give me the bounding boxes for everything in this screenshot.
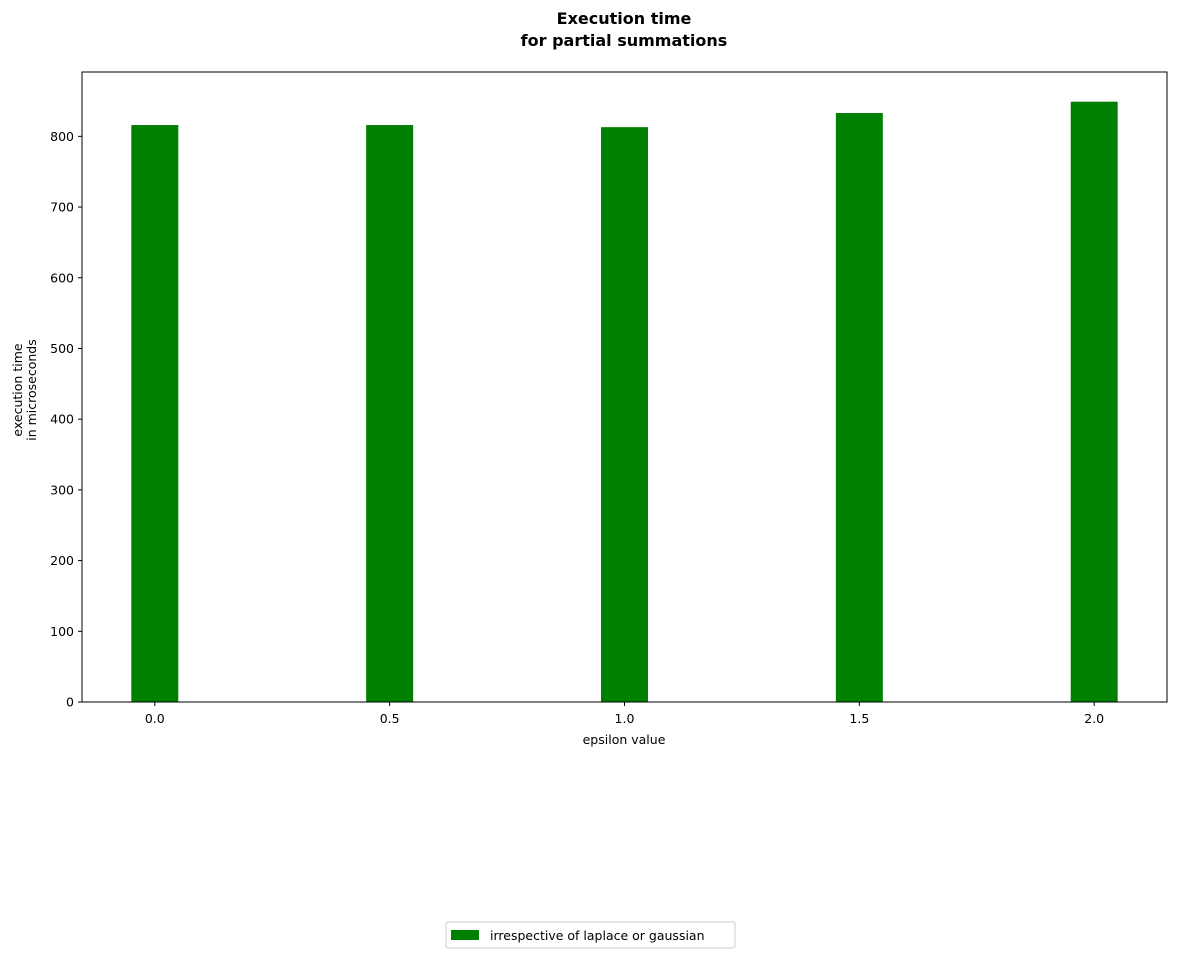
x-tick-label: 1.5 (849, 711, 869, 726)
legend: irrespective of laplace or gaussian (445, 921, 736, 949)
bar-1.5 (835, 113, 883, 702)
x-axis-label: epsilon value (583, 732, 666, 747)
y-tick-label: 700 (50, 200, 74, 215)
x-tick-label: 2.0 (1084, 711, 1104, 726)
y-axis-label: execution time in microseconds (10, 339, 39, 441)
y-tick-label: 600 (50, 270, 74, 285)
chart-title: Execution time for partial summations (521, 9, 728, 50)
y-tick-label: 300 (50, 482, 74, 497)
y-tick-label: 0 (66, 695, 74, 710)
y-axis: 0 100 200 300 400 500 600 700 800 (50, 129, 82, 710)
bar-1.0 (601, 127, 648, 703)
y-tick-label: 500 (50, 341, 74, 356)
y-axis-label-line-1: execution time (10, 343, 25, 436)
chart-title-line-1: Execution time (557, 9, 692, 28)
y-tick-label: 200 (50, 553, 74, 568)
bar-series (131, 101, 1118, 703)
y-tick-label: 800 (50, 129, 74, 144)
x-tick-label: 0.0 (145, 711, 165, 726)
legend-frame (445, 921, 736, 949)
y-axis-label-line-2: in microseconds (24, 339, 39, 441)
legend-swatch (451, 930, 479, 940)
bar-0.5 (366, 125, 414, 703)
legend-label: irrespective of laplace or gaussian (490, 928, 705, 943)
y-tick-label: 400 (50, 412, 74, 427)
chart-title-line-2: for partial summations (521, 31, 728, 50)
bar-2.0 (1070, 101, 1118, 703)
bar-0.0 (131, 125, 179, 703)
x-tick-label: 1.0 (615, 711, 635, 726)
x-tick-label: 0.5 (380, 711, 400, 726)
y-tick-label: 100 (50, 624, 74, 639)
x-axis: 0.0 0.5 1.0 1.5 2.0 (145, 702, 1104, 726)
